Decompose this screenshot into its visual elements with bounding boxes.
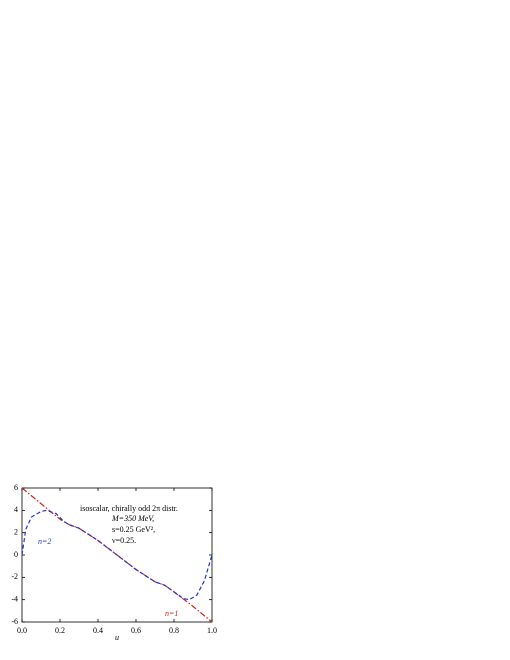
y-tick-label: 2: [14, 527, 18, 536]
y-tick-label: 4: [14, 505, 18, 514]
x-tick-label: 0.8: [169, 626, 179, 635]
annotation: ν=0.25.: [112, 536, 136, 545]
x-tick-label: 0.4: [93, 626, 103, 635]
curve-label: n=1: [165, 609, 178, 618]
annotation: isoscalar, chirally odd 2π distr.: [80, 504, 178, 513]
y-tick-label: -6: [11, 617, 18, 626]
y-tick-label: -4: [11, 594, 18, 603]
x-tick-label: 0.0: [17, 626, 27, 635]
x-tick-label: 1.0: [207, 626, 217, 635]
y-tick-label: -2: [11, 572, 18, 581]
annotation: s=0.25 GeV²,: [112, 525, 155, 534]
curve-label: n=2: [38, 537, 51, 546]
y-tick-label: 0: [14, 550, 18, 559]
y-tick-label: 6: [14, 483, 18, 492]
x-axis-label: u: [115, 633, 119, 642]
annotation: M=350 MeV,: [111, 514, 154, 523]
x-tick-label: 0.6: [131, 626, 141, 635]
x-tick-label: 0.2: [55, 626, 65, 635]
